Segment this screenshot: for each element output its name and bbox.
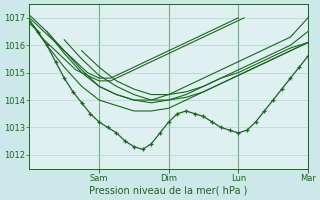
X-axis label: Pression niveau de la mer( hPa ): Pression niveau de la mer( hPa ) [90, 186, 248, 196]
